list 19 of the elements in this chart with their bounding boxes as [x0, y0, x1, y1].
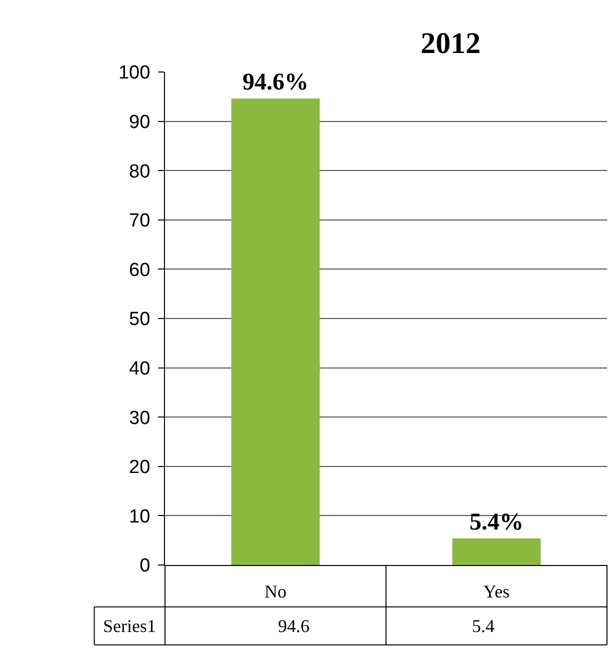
text: 5.4 — [472, 616, 494, 636]
x-tick-label: No — [264, 582, 286, 602]
y-tick-label: 70 — [129, 210, 150, 232]
y-tick-label: 40 — [129, 358, 150, 380]
y-tick-label: 10 — [129, 506, 150, 528]
y-tick-label: 90 — [129, 112, 150, 133]
text: 94.6 — [278, 616, 310, 636]
y-tick-label: 100 — [118, 62, 150, 84]
y-tick-label: 80 — [129, 161, 150, 182]
x-tick-label: Yes — [483, 582, 510, 602]
text: Series1 — [103, 616, 156, 636]
y-tick-label: 30 — [129, 408, 150, 429]
chart-title: 2012 — [420, 26, 481, 60]
data-label: 94.6% — [242, 70, 308, 96]
y-tick-label: 20 — [129, 457, 150, 478]
y-tick-label: 60 — [129, 260, 150, 281]
data-label: 5.4% — [470, 509, 524, 536]
y-tick-label: 0 — [140, 556, 150, 577]
y-tick-label: 50 — [129, 309, 150, 330]
